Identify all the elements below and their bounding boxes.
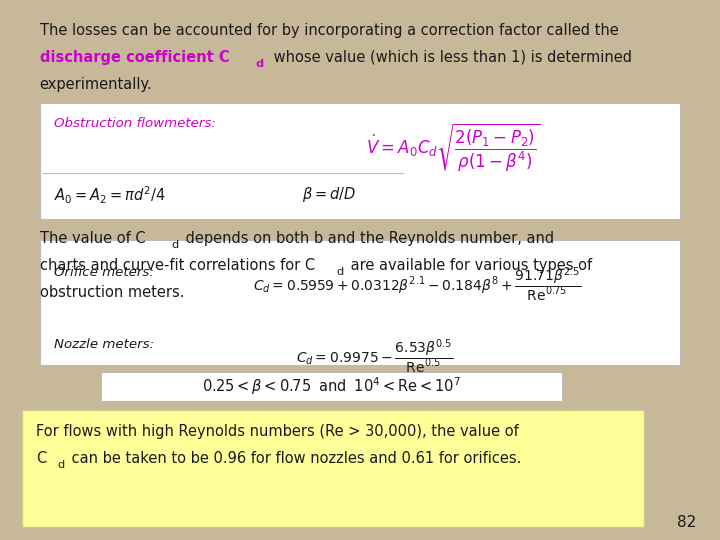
Text: $C_d = 0.9975 - \dfrac{6.53\beta^{0.5}}{\mathrm{Re}^{0.5}}$: $C_d = 0.9975 - \dfrac{6.53\beta^{0.5}}{…: [296, 338, 453, 376]
Text: $A_0 = A_2 = \pi d^2/4$: $A_0 = A_2 = \pi d^2/4$: [54, 185, 166, 206]
Text: charts and curve-fit correlations for C: charts and curve-fit correlations for C: [40, 258, 315, 273]
Text: 82: 82: [677, 515, 696, 530]
Text: depends on both b and the Reynolds number, and: depends on both b and the Reynolds numbe…: [181, 231, 554, 246]
Text: whose value (which is less than 1) is determined: whose value (which is less than 1) is de…: [269, 50, 632, 65]
Text: experimentally.: experimentally.: [40, 77, 153, 92]
Bar: [40, 240, 680, 364]
Text: can be taken to be 0.96 for flow nozzles and 0.61 for orifices.: can be taken to be 0.96 for flow nozzles…: [67, 451, 521, 466]
Text: are available for various types of: are available for various types of: [346, 258, 593, 273]
Text: d: d: [57, 460, 64, 470]
Text: Obstruction flowmeters:: Obstruction flowmeters:: [54, 117, 216, 130]
Bar: [101, 372, 562, 401]
Text: d: d: [256, 59, 264, 70]
Text: $C_d = 0.5959 + 0.0312\beta^{2.1} - 0.184\beta^8 + \dfrac{91.71\beta^{2.5}}{\mat: $C_d = 0.5959 + 0.0312\beta^{2.1} - 0.18…: [253, 266, 582, 304]
Text: $\dot{V} = A_0 C_d \sqrt{\dfrac{2(P_1 - P_2)}{\rho(1 - \beta^4)}}$: $\dot{V} = A_0 C_d \sqrt{\dfrac{2(P_1 - …: [366, 122, 541, 174]
Text: obstruction meters.: obstruction meters.: [40, 285, 184, 300]
Text: $0.25 < \beta < 0.75 \;\;\mathrm{and}\;\; 10^4 < \mathrm{Re} < 10^7$: $0.25 < \beta < 0.75 \;\;\mathrm{and}\;\…: [202, 375, 461, 397]
Text: d: d: [171, 240, 179, 250]
Text: $\beta = d/D$: $\beta = d/D$: [302, 185, 356, 204]
Text: d: d: [336, 267, 343, 277]
Bar: [22, 410, 644, 526]
Bar: [40, 103, 680, 219]
Text: discharge coefficient C: discharge coefficient C: [40, 50, 229, 65]
Text: The losses can be accounted for by incorporating a correction factor called the: The losses can be accounted for by incor…: [40, 23, 618, 38]
Text: Nozzle meters:: Nozzle meters:: [54, 338, 154, 350]
Text: C: C: [36, 451, 46, 466]
Text: Orifice meters:: Orifice meters:: [54, 266, 154, 279]
Text: For flows with high Reynolds numbers (Re > 30,000), the value of: For flows with high Reynolds numbers (Re…: [36, 424, 518, 439]
Text: The value of C: The value of C: [40, 231, 145, 246]
